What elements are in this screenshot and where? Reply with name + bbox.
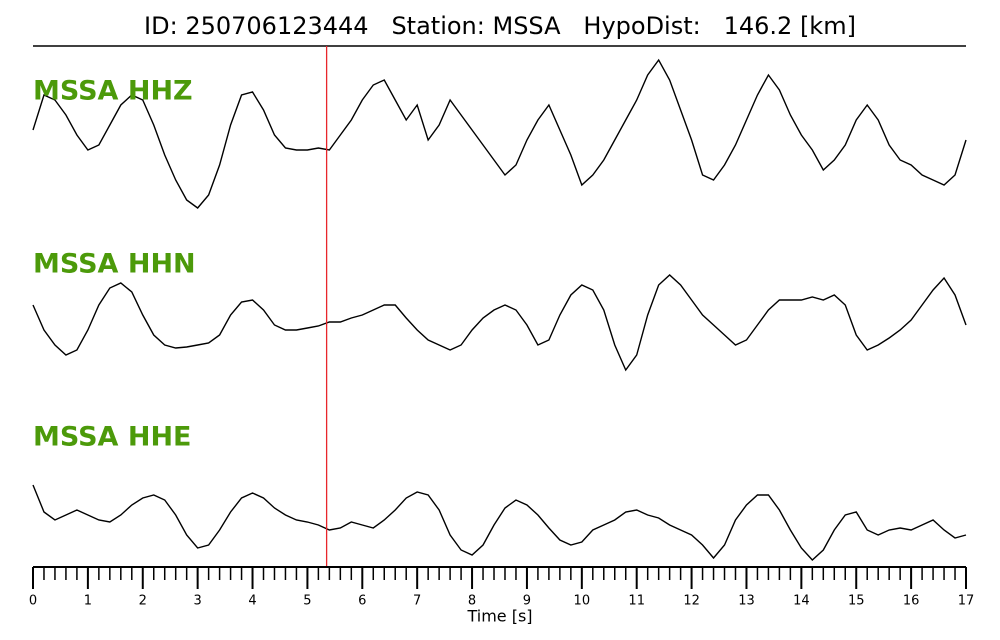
x-tick-label: 15 [848, 594, 865, 609]
x-tick-label: 7 [413, 594, 421, 609]
x-tick-label: 13 [738, 594, 755, 609]
x-tick-label: 11 [628, 594, 645, 609]
x-tick-label: 0 [29, 594, 37, 609]
chart-title: ID: 250706123444 Station: MSSA HypoDist:… [144, 12, 856, 40]
x-tick-label: 10 [574, 594, 591, 609]
trace [32, 484, 967, 561]
trace-label: MSSA HHE [33, 422, 191, 453]
trace [32, 274, 967, 372]
x-tick-label: 9 [523, 594, 531, 609]
x-tick-label: 6 [358, 594, 366, 609]
x-tick-label: 5 [303, 594, 311, 609]
x-axis-label: Time [s] [466, 607, 532, 626]
x-tick-label: 2 [139, 594, 147, 609]
trace [32, 58, 967, 209]
x-tick-label: 4 [248, 594, 256, 609]
x-tick-label: 3 [194, 594, 202, 609]
trace-label: MSSA HHN [33, 249, 196, 280]
x-tick-label: 12 [683, 594, 700, 609]
x-tick-label: 17 [958, 594, 975, 609]
x-tick-label: 16 [903, 594, 920, 609]
x-tick-label: 1 [84, 594, 92, 609]
x-tick-label: 8 [468, 594, 476, 609]
x-tick-label: 14 [793, 594, 810, 609]
trace-label: MSSA HHZ [33, 76, 193, 107]
